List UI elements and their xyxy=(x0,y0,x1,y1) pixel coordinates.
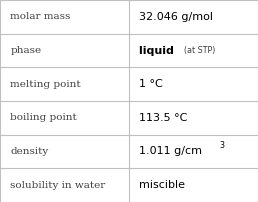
Text: molar mass: molar mass xyxy=(10,12,71,21)
Text: liquid: liquid xyxy=(139,45,182,56)
Text: miscible: miscible xyxy=(139,180,185,190)
Text: 32.046 g/mol: 32.046 g/mol xyxy=(139,12,213,22)
Text: melting point: melting point xyxy=(10,80,81,89)
Text: 1 °C: 1 °C xyxy=(139,79,163,89)
Text: boiling point: boiling point xyxy=(10,113,77,122)
Text: 113.5 °C: 113.5 °C xyxy=(139,113,188,123)
Text: 3: 3 xyxy=(219,141,224,150)
Text: (at STP): (at STP) xyxy=(184,46,216,55)
Text: phase: phase xyxy=(10,46,42,55)
Text: density: density xyxy=(10,147,49,156)
Text: 1.011 g/cm: 1.011 g/cm xyxy=(139,146,202,157)
Text: solubility in water: solubility in water xyxy=(10,181,106,190)
